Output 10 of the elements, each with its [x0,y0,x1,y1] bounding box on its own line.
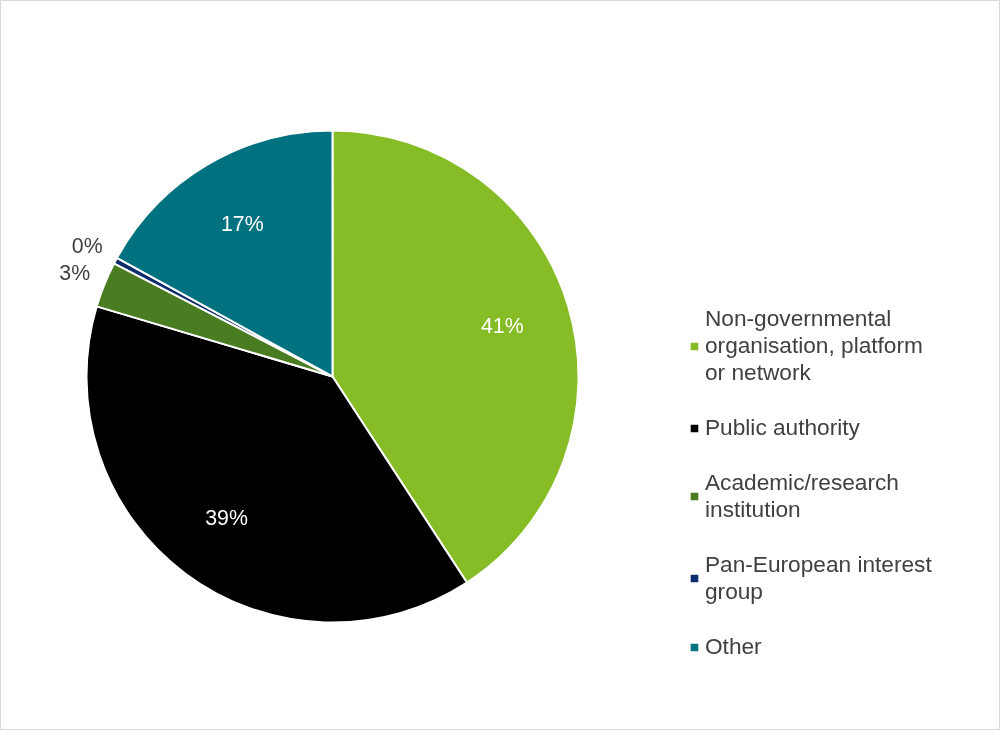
legend-label: Public authority [705,414,860,441]
legend-label: Non-governmental organisation, platform or network [705,305,923,386]
data-label: 3% [59,260,91,285]
data-label: 17% [220,212,264,237]
legend-label: Academic/research institution [705,469,899,523]
data-label: 41% [480,314,524,339]
legend-label: Other [705,633,762,660]
data-label: 0% [71,233,103,258]
legend-label: Pan-European interest group [705,551,932,605]
data-label: 39% [205,506,248,531]
